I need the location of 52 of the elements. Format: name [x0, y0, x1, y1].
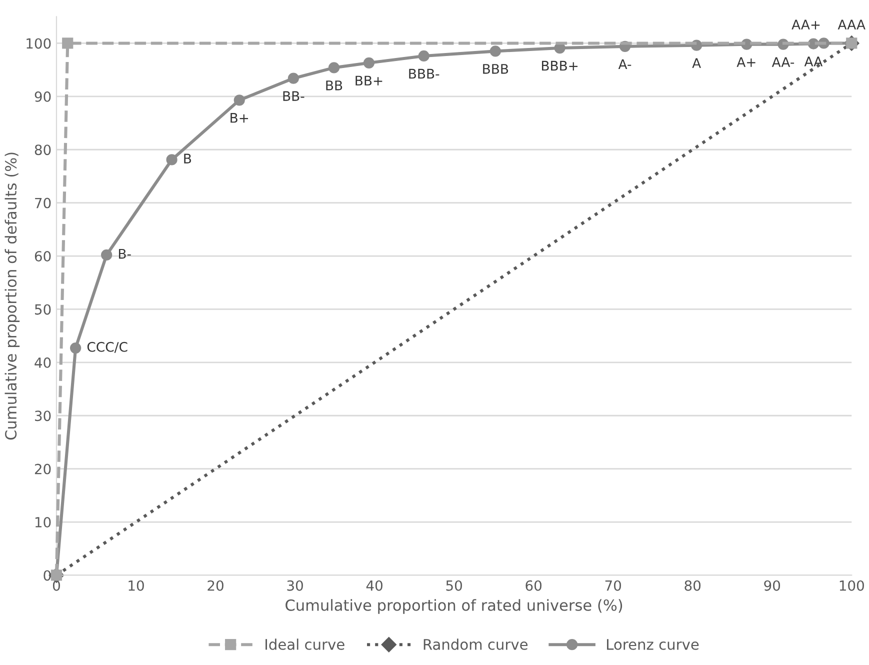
point [166, 154, 178, 166]
x-tick-label: 80 [684, 580, 701, 591]
point [62, 38, 74, 49]
x-tick-label: 40 [366, 580, 382, 591]
y-tick-label: 50 [35, 304, 51, 315]
y-axis-title: Cumulative proportion of defaults (%) [4, 152, 20, 440]
legend-label: Lorenz curve [607, 639, 699, 650]
x-tick-label: 20 [208, 580, 224, 591]
annotation: AA+ [792, 20, 820, 30]
x-tick-label: 90 [764, 580, 780, 591]
point [288, 72, 299, 84]
point [234, 94, 245, 106]
annotation: BBB [483, 64, 508, 74]
annotation: B [184, 154, 192, 164]
point [70, 342, 82, 354]
y-tick-label: 20 [34, 464, 51, 474]
annotation: AA [804, 56, 823, 66]
annotation: BB+ [356, 76, 382, 86]
x-tick-label: 60 [526, 580, 542, 591]
x-tick-label: 100 [840, 580, 864, 591]
legend-label: Ideal curve [266, 638, 344, 650]
y-tick-label: 100 [26, 38, 51, 49]
y-tick-label: 60 [34, 250, 51, 262]
x-tick-label: 10 [128, 580, 144, 591]
y-tick-label: 90 [34, 91, 51, 102]
y-tick-label: 80 [34, 144, 51, 156]
legend-label: Random curve [424, 638, 528, 650]
annotation: B- [118, 248, 131, 259]
y-tick-label: 30 [35, 410, 51, 422]
annotation: CCC/C [87, 342, 128, 353]
y-tick-label: 70 [35, 198, 51, 208]
annotation: BB- [283, 91, 304, 101]
annotation: B+ [230, 113, 248, 123]
x-tick-label: 30 [287, 580, 303, 591]
annotation: A- [618, 59, 632, 69]
x-tick-label: 50 [446, 580, 462, 591]
annotation: BB [326, 80, 342, 90]
point [363, 57, 375, 68]
annotation: BBB- [409, 68, 440, 79]
point [328, 62, 340, 74]
annotation: AA- [772, 57, 794, 67]
y-tick-label: 10 [35, 516, 51, 528]
annotation: AAA [838, 20, 866, 30]
point [101, 249, 112, 261]
annotation: BBB+ [542, 60, 578, 71]
point [490, 46, 501, 57]
x-axis-title: Cumulative proportion of rated universe (%) [286, 599, 622, 614]
point [418, 50, 430, 62]
x-tick-label: 70 [605, 580, 621, 591]
y-tick-label: 40 [34, 357, 51, 368]
annotation: A [692, 58, 701, 68]
annotation: A+ [736, 57, 756, 67]
